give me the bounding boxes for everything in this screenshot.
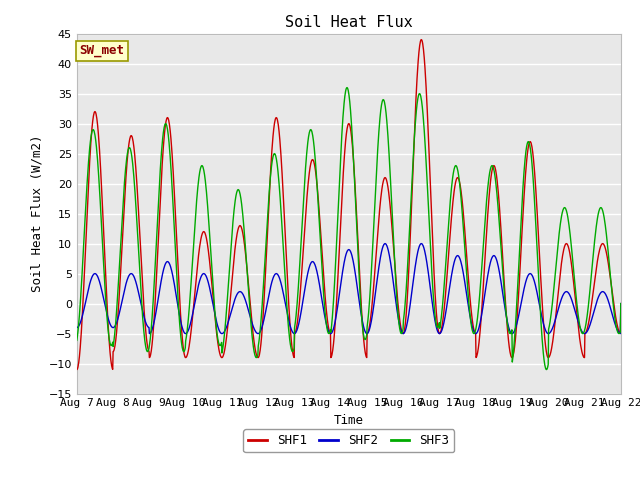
Y-axis label: Soil Heat Flux (W/m2): Soil Heat Flux (W/m2) bbox=[30, 135, 43, 292]
X-axis label: Time: Time bbox=[334, 414, 364, 427]
Text: SW_met: SW_met bbox=[79, 44, 125, 58]
Title: Soil Heat Flux: Soil Heat Flux bbox=[285, 15, 413, 30]
Legend: SHF1, SHF2, SHF3: SHF1, SHF2, SHF3 bbox=[243, 429, 454, 452]
